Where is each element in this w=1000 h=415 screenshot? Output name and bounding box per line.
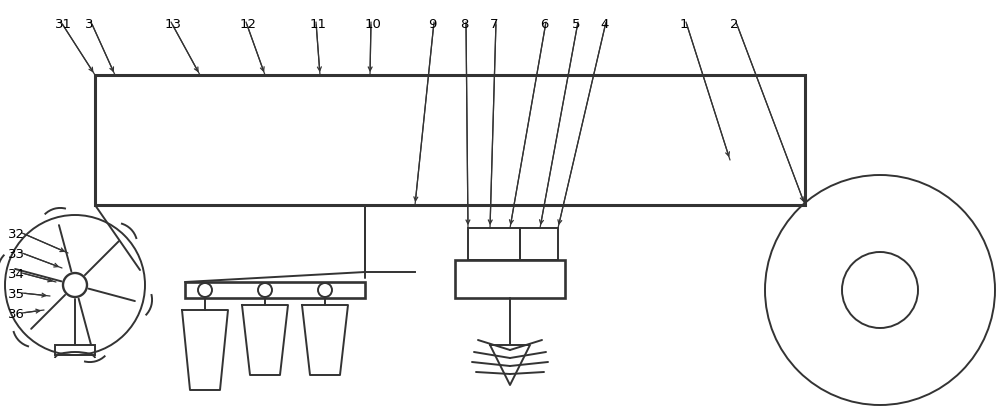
Text: 33: 33 (8, 248, 25, 261)
Text: 35: 35 (8, 288, 25, 301)
Text: 10: 10 (365, 18, 382, 31)
Polygon shape (490, 345, 530, 385)
Bar (468, 228, 520, 260)
Text: 34: 34 (8, 268, 25, 281)
Text: 31: 31 (55, 18, 72, 31)
Text: 9: 9 (428, 18, 436, 31)
Text: 6: 6 (540, 18, 548, 31)
Text: 3: 3 (85, 18, 94, 31)
Text: 2: 2 (730, 18, 738, 31)
Text: 12: 12 (240, 18, 257, 31)
Bar (185, 282, 365, 298)
Text: 11: 11 (310, 18, 327, 31)
Text: 36: 36 (8, 308, 25, 321)
Bar (55, 345, 95, 355)
Bar (455, 260, 565, 298)
Text: 32: 32 (8, 228, 25, 241)
Text: 4: 4 (600, 18, 608, 31)
Text: 5: 5 (572, 18, 580, 31)
Text: 13: 13 (165, 18, 182, 31)
Text: 7: 7 (490, 18, 498, 31)
Bar (95, 75, 805, 205)
Bar (520, 228, 558, 260)
Text: 1: 1 (680, 18, 688, 31)
Text: 8: 8 (460, 18, 468, 31)
